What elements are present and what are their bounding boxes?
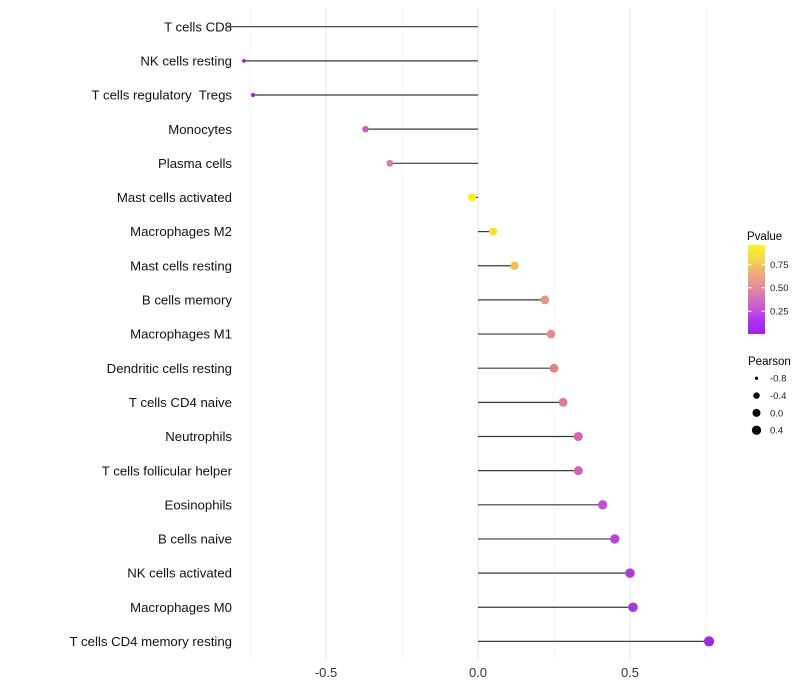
size-legend-label: -0.8: [770, 374, 786, 385]
colorbar-tick-label: 0.25: [770, 307, 789, 318]
category-label: Plasma cells: [158, 156, 232, 171]
category-label: T cells CD8: [164, 19, 232, 34]
pearson-legend: Pearson -0.8 -0.4 0.0 0.4: [748, 356, 791, 437]
data-point: [610, 534, 620, 544]
data-point: [386, 159, 394, 167]
colorbar-tick-label: 0.50: [770, 283, 789, 294]
category-label: T cells CD4 memory resting: [70, 634, 232, 649]
size-legend-dot: [752, 408, 761, 417]
size-legend-dot: [751, 425, 762, 435]
data-point: [597, 500, 608, 510]
data-point: [227, 25, 230, 28]
x-tick-label: 0.5: [621, 665, 639, 680]
category-label: T cells regulatory Tregs: [92, 88, 233, 103]
rows-group: T cells CD8 NK cells resting T cells regul…: [70, 19, 715, 649]
category-label: Eosinophils: [165, 497, 233, 512]
x-tick-label: -0.5: [315, 665, 337, 680]
category-label: NK cells activated: [127, 566, 232, 581]
size-legend-label: 0.4: [770, 426, 783, 437]
data-point: [558, 397, 568, 407]
pearson-legend-title: Pearson: [748, 356, 791, 368]
data-point: [242, 58, 246, 63]
category-label: Monocytes: [168, 122, 232, 137]
category-label: Mast cells activated: [117, 190, 232, 205]
pvalue-legend: Pvalue 0.75 0.50 0.25: [747, 231, 789, 334]
category-label: Dendritic cells resting: [107, 361, 232, 376]
data-point: [549, 363, 559, 373]
data-point: [540, 295, 550, 305]
category-label: Macrophages M0: [130, 600, 232, 615]
category-label: B cells memory: [142, 293, 233, 308]
data-point: [573, 466, 583, 476]
colorbar-tick-label: 0.75: [770, 260, 789, 271]
data-point: [362, 125, 369, 133]
category-label: B cells naive: [158, 532, 232, 547]
x-tick-label: 0.0: [469, 665, 487, 680]
size-legend-dot: [754, 376, 759, 380]
category-label: T cells follicular helper: [102, 463, 233, 478]
size-legend-label: -0.4: [770, 391, 786, 402]
data-point: [625, 568, 635, 578]
data-point: [546, 329, 556, 339]
data-point: [467, 193, 476, 202]
pvalue-legend-title: Pvalue: [747, 231, 782, 243]
data-point: [510, 261, 519, 270]
data-point: [628, 602, 638, 613]
data-point: [250, 92, 256, 98]
data-point: [489, 227, 498, 236]
category-label: Macrophages M2: [130, 224, 232, 239]
pvalue-colorbar: [748, 245, 765, 334]
size-legend-dot: [753, 392, 760, 399]
size-legend-label: 0.0: [770, 408, 783, 419]
category-label: Mast cells resting: [130, 258, 232, 273]
category-label: Macrophages M1: [130, 327, 232, 342]
category-label: T cells CD4 naive: [129, 395, 232, 410]
category-label: Neutrophils: [165, 429, 232, 444]
data-point: [573, 431, 583, 442]
data-point: [703, 636, 715, 647]
x-axis-group: -0.5 0.0 0.5: [315, 665, 639, 680]
category-label: NK cells resting: [140, 53, 232, 68]
